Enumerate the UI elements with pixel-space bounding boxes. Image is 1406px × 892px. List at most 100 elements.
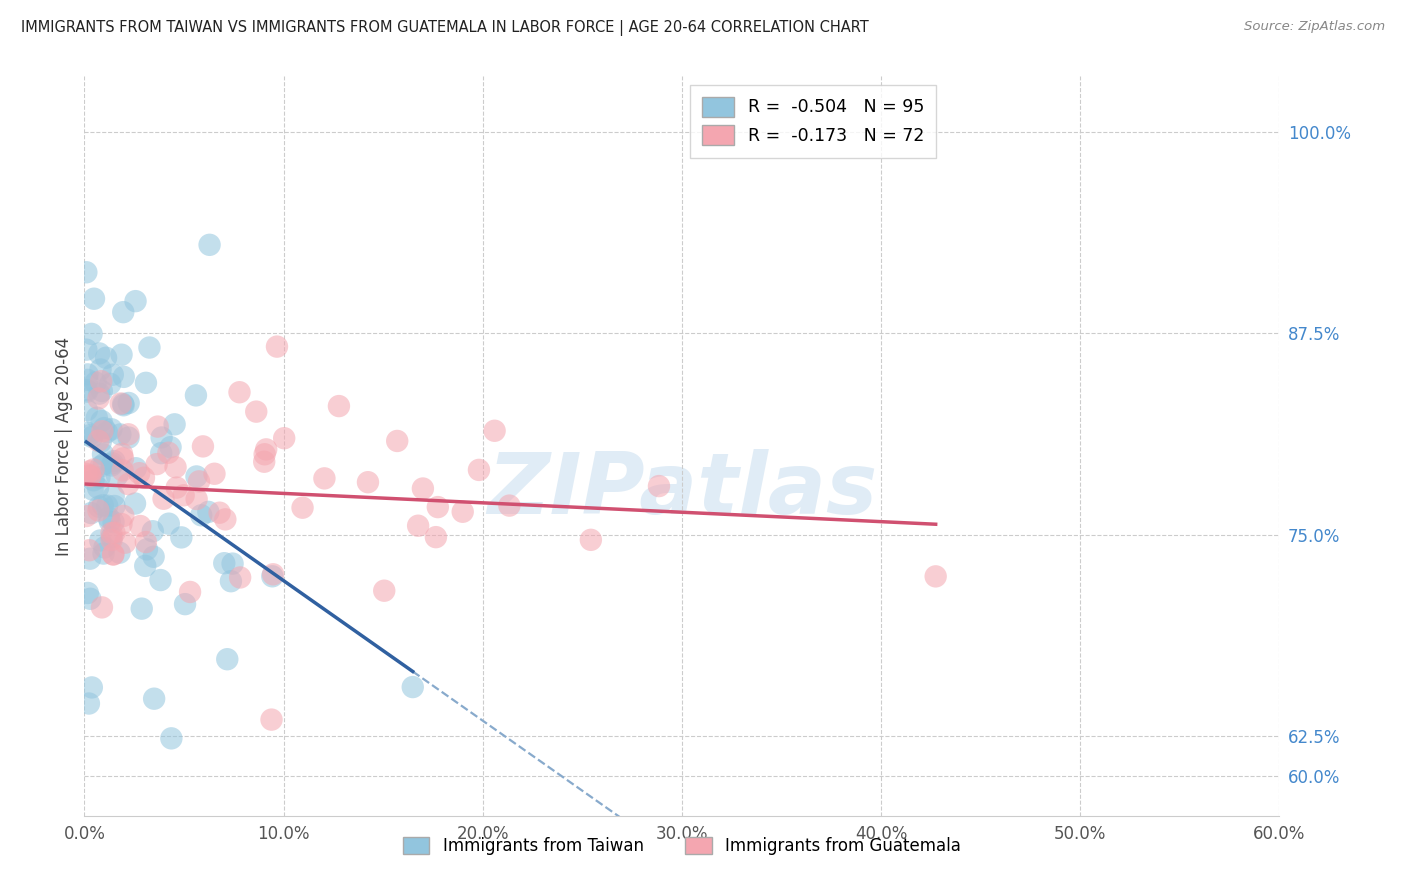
Point	[254, 442, 277, 457]
Point	[157, 446, 180, 460]
Point	[112, 398, 135, 412]
Point	[219, 574, 242, 589]
Text: IMMIGRANTS FROM TAIWAN VS IMMIGRANTS FROM GUATEMALA IN LABOR FORCE | AGE 20-64 C: IMMIGRANTS FROM TAIWAN VS IMMIGRANTS FRO…	[21, 20, 869, 36]
Point	[101, 368, 124, 382]
Point	[93, 541, 115, 555]
Point	[96, 425, 118, 439]
Point	[93, 547, 115, 561]
Point	[112, 370, 135, 384]
Point	[76, 403, 98, 417]
Point	[103, 454, 125, 468]
Point	[82, 483, 104, 497]
Point	[217, 652, 239, 666]
Point	[451, 505, 474, 519]
Point	[228, 385, 250, 400]
Point	[221, 557, 243, 571]
Text: ZIPatlas: ZIPatlas	[486, 449, 877, 532]
Point	[114, 535, 136, 549]
Point	[117, 396, 139, 410]
Point	[163, 417, 186, 432]
Point	[98, 376, 121, 391]
Point	[112, 508, 135, 523]
Point	[87, 481, 110, 495]
Point	[204, 467, 226, 481]
Point	[425, 530, 447, 544]
Point	[924, 569, 946, 583]
Point	[82, 430, 104, 444]
Point	[76, 425, 98, 440]
Point	[110, 396, 132, 410]
Point	[260, 713, 283, 727]
Point	[93, 457, 115, 471]
Point	[412, 482, 434, 496]
Point	[103, 499, 125, 513]
Point	[117, 431, 139, 445]
Point	[159, 440, 181, 454]
Point	[94, 351, 117, 365]
Point	[87, 392, 110, 406]
Point	[110, 427, 132, 442]
Point	[129, 519, 152, 533]
Text: Source: ZipAtlas.com: Source: ZipAtlas.com	[1244, 20, 1385, 33]
Point	[208, 506, 231, 520]
Point	[152, 491, 174, 506]
Point	[87, 503, 110, 517]
Point	[90, 459, 112, 474]
Point	[125, 461, 148, 475]
Point	[89, 533, 111, 548]
Point	[75, 509, 97, 524]
Point	[266, 340, 288, 354]
Point	[150, 446, 173, 460]
Point	[186, 491, 208, 506]
Point	[170, 530, 193, 544]
Point	[186, 469, 208, 483]
Point	[373, 583, 395, 598]
Point	[110, 348, 132, 362]
Point	[128, 466, 150, 480]
Point	[98, 515, 121, 529]
Point	[75, 265, 97, 279]
Point	[91, 447, 114, 461]
Point	[89, 386, 111, 401]
Legend: Immigrants from Taiwan, Immigrants from Guatemala: Immigrants from Taiwan, Immigrants from …	[394, 829, 970, 863]
Point	[135, 535, 157, 549]
Point	[79, 428, 101, 442]
Point	[91, 498, 114, 512]
Point	[103, 489, 125, 503]
Point	[84, 376, 107, 390]
Point	[111, 447, 134, 461]
Point	[112, 397, 135, 411]
Point	[357, 475, 380, 490]
Point	[75, 467, 97, 481]
Point	[83, 473, 105, 487]
Point	[117, 477, 139, 491]
Point	[468, 463, 491, 477]
Point	[179, 585, 201, 599]
Point	[76, 368, 98, 382]
Point	[146, 419, 169, 434]
Point	[89, 362, 111, 376]
Y-axis label: In Labor Force | Age 20-64: In Labor Force | Age 20-64	[55, 336, 73, 556]
Point	[77, 697, 100, 711]
Point	[83, 462, 105, 476]
Point	[124, 294, 146, 309]
Point	[105, 468, 128, 483]
Point	[97, 510, 120, 524]
Point	[426, 500, 449, 514]
Point	[124, 496, 146, 510]
Point	[198, 237, 221, 252]
Point	[253, 455, 276, 469]
Point	[648, 479, 671, 493]
Point	[214, 512, 236, 526]
Point	[166, 481, 188, 495]
Point	[91, 600, 114, 615]
Point	[87, 434, 110, 448]
Point	[79, 468, 101, 483]
Point	[262, 569, 284, 583]
Point	[101, 457, 124, 471]
Point	[132, 471, 155, 485]
Point	[89, 470, 111, 484]
Point	[76, 373, 98, 387]
Point	[79, 591, 101, 606]
Point	[103, 525, 125, 540]
